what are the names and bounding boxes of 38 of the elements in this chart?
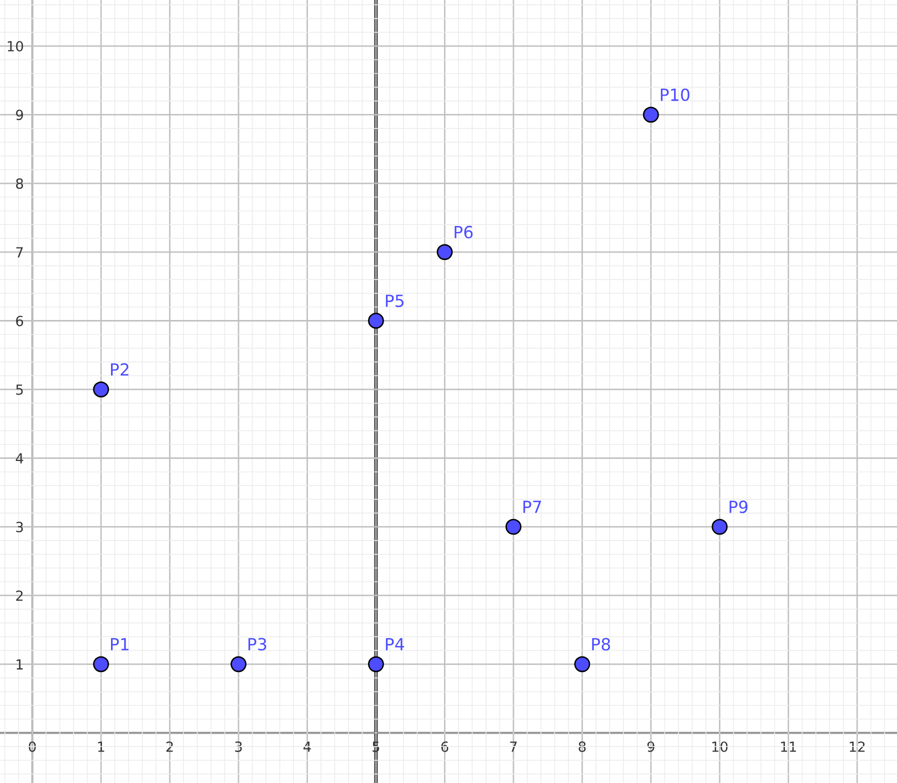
x-tick-label: 4	[304, 742, 311, 752]
point	[368, 312, 384, 329]
annotation: P8	[592, 638, 610, 651]
y-tick-label: 2	[16, 590, 23, 601]
x-tick-label: 10	[712, 741, 728, 752]
point	[436, 244, 453, 260]
annotation: P4	[386, 638, 404, 650]
y-tick-label: 5	[16, 384, 23, 395]
y-tick-label: 8	[16, 178, 24, 189]
annotation: P10	[660, 88, 690, 102]
point	[712, 518, 728, 535]
point	[93, 656, 110, 672]
annotation: P3	[248, 638, 266, 651]
y-tick-label: 4	[16, 453, 24, 464]
point	[230, 656, 246, 672]
x-tick-label: 11	[781, 742, 796, 752]
annotation: P7	[523, 500, 542, 513]
x-tick-label: 2	[166, 741, 173, 752]
y-tick-label: 1	[16, 659, 23, 670]
annotation: P6	[454, 226, 473, 238]
point	[642, 106, 659, 123]
y-tick-label: 9	[16, 110, 23, 120]
x-tick-label: 12	[850, 741, 865, 752]
y-tick-label: 10	[8, 40, 24, 52]
annotation: P9	[730, 500, 748, 514]
point	[505, 518, 522, 535]
y-tick-label: 3	[16, 522, 23, 532]
point	[574, 656, 590, 672]
x-tick-label: 1	[98, 742, 104, 752]
annotation: P2	[111, 363, 128, 376]
annotation: P5	[386, 294, 404, 308]
annotation: P1	[111, 638, 128, 650]
x-tick-label: 0	[28, 741, 36, 752]
point	[93, 381, 110, 398]
y-tick-label: 6	[16, 316, 24, 326]
y-tick-label: 7	[16, 247, 23, 258]
x-tick-label: 7	[510, 742, 517, 752]
point	[368, 656, 384, 672]
